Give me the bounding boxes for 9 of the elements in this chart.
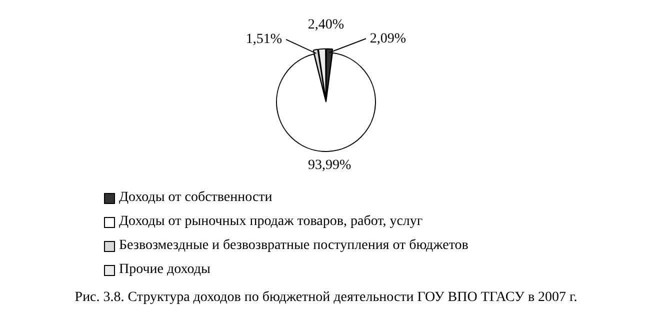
data-label: 93,99%	[308, 158, 352, 174]
legend-label: Доходы от собственности	[119, 190, 272, 206]
data-label: 2,40%	[308, 17, 344, 32]
data-label: 2,09%	[370, 31, 406, 46]
legend-label: Безвозмездные и безвозвратные поступления от бюджетов	[119, 238, 468, 254]
legend-label: Доходы от рыночных продаж товаров, работ, услуг	[119, 214, 423, 230]
legend-label: Прочие доходы	[119, 262, 210, 278]
text: Рис. 3.8. Структура доходов по бюджетной деятельности ГОУ ВПО ТГАСУ в 2007 г.	[74, 290, 578, 306]
data-label: 1,51%	[246, 32, 282, 48]
